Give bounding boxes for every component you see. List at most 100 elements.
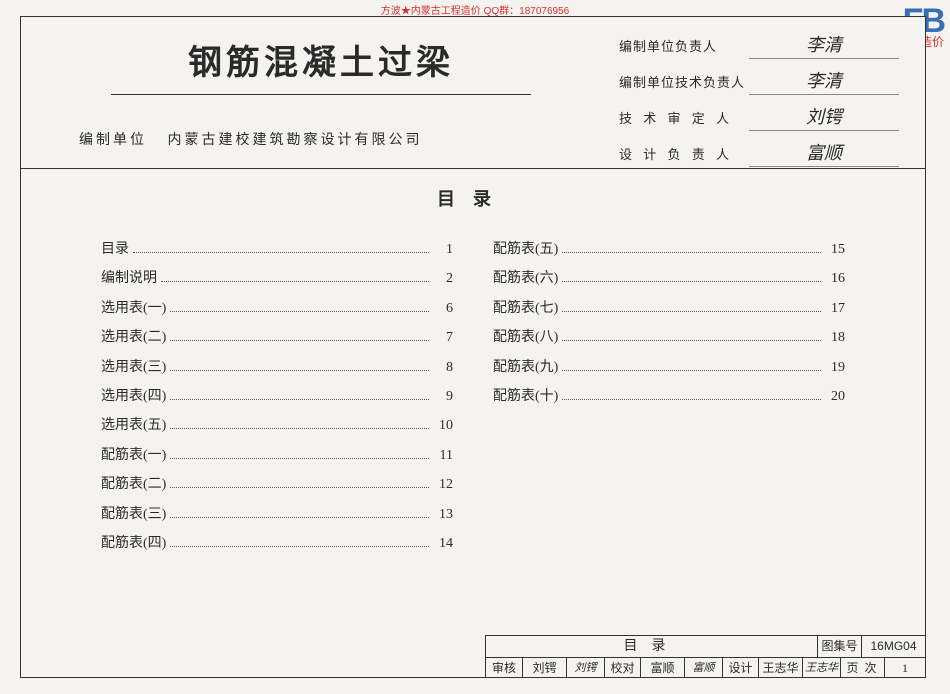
sig-label: 编制单位技术负责人 <box>619 72 749 91</box>
toc-entry-page: 14 <box>433 533 453 555</box>
design-name: 王志华 <box>758 658 802 678</box>
sig-name: 李清 <box>749 67 899 95</box>
toc-row: 配筋表(七)17 <box>493 298 845 320</box>
toc-entry-page: 13 <box>433 504 453 526</box>
design-label: 设计 <box>722 658 758 678</box>
design-sig: 王志华 <box>802 658 840 678</box>
toc-entry-page: 20 <box>825 386 845 408</box>
compile-unit: 编制单位 内蒙古建校建筑勘察设计有限公司 <box>51 129 591 149</box>
toc-title: 目录 <box>61 185 885 211</box>
toc-entry-page: 10 <box>433 415 453 437</box>
toc-row: 配筋表(九)19 <box>493 357 845 379</box>
sig-row: 设 计 负 责 人 富顺 <box>619 139 899 167</box>
toc-entry-page: 6 <box>433 298 453 320</box>
check-name: 富顺 <box>640 658 684 678</box>
toc-entry-name: 选用表(三) <box>101 357 166 379</box>
toc-row: 配筋表(五)15 <box>493 239 845 261</box>
toc-entry-name: 选用表(四) <box>101 386 166 408</box>
toc-dots <box>170 370 429 371</box>
toc-row: 选用表(一) 6 <box>101 298 453 320</box>
check-label: 校对 <box>604 658 640 678</box>
toc-entry-page: 9 <box>433 386 453 408</box>
content-block: 目录 目录 1 编制说明 2 选用表(一) 6 选用表(二) 7 选用表(三) 8 选用表(四) 9 选… <box>21 169 925 635</box>
code-label: 图集号 <box>817 636 861 657</box>
toc-entry-name: 配筋表(六) <box>493 268 558 290</box>
toc-entry-name: 配筋表(二) <box>101 474 166 496</box>
sig-label: 设 计 负 责 人 <box>619 144 749 163</box>
toc-entry-page: 15 <box>825 239 845 261</box>
toc-entry-name: 配筋表(七) <box>493 298 558 320</box>
toc-dots <box>170 546 429 547</box>
footer-block: 目录 图集号 16MG04 审核 刘锷 刘锷 校对 富顺 富顺 设计 王志华 王… <box>485 635 925 677</box>
toc-dots <box>170 487 429 488</box>
toc-dots <box>133 252 429 253</box>
toc-entry-page: 11 <box>433 445 453 467</box>
toc-entry-page: 7 <box>433 327 453 349</box>
toc-dots <box>170 311 429 312</box>
document-frame: 钢筋混凝土过梁 编制单位 内蒙古建校建筑勘察设计有限公司 编制单位负责人 李清 … <box>20 16 926 678</box>
page-value: 1 <box>884 658 925 678</box>
toc-columns: 目录 1 编制说明 2 选用表(一) 6 选用表(二) 7 选用表(三) 8 选用表(四) 9 选用表(… <box>61 239 885 562</box>
toc-dots <box>562 399 821 400</box>
title-area: 钢筋混凝土过梁 编制单位 内蒙古建校建筑勘察设计有限公司 <box>51 35 591 149</box>
toc-entry-name: 配筋表(八) <box>493 327 558 349</box>
main-title: 钢筋混凝土过梁 <box>111 35 531 95</box>
sig-name: 李清 <box>749 31 899 59</box>
signatures-block: 编制单位负责人 李清 编制单位技术负责人 李清 技 术 审 定 人 刘锷 设 计… <box>619 31 899 175</box>
page-label: 页次 <box>840 658 884 678</box>
toc-entry-name: 配筋表(一) <box>101 445 166 467</box>
sig-label: 技 术 审 定 人 <box>619 108 749 127</box>
toc-dots <box>170 458 429 459</box>
toc-entry-page: 18 <box>825 327 845 349</box>
footer-bottom-row: 审核 刘锷 刘锷 校对 富顺 富顺 设计 王志华 王志华 页次 1 <box>486 658 925 678</box>
review-name: 刘锷 <box>522 658 566 678</box>
toc-entry-name: 配筋表(四) <box>101 533 166 555</box>
toc-right-column: 配筋表(五)15 配筋表(六) 16 配筋表(七)17 配筋表(八) 18 配筋表(九)19… <box>493 239 845 562</box>
sig-label: 编制单位负责人 <box>619 36 749 55</box>
toc-entry-page: 8 <box>433 357 453 379</box>
sig-name: 富顺 <box>749 139 899 167</box>
check-sig: 富顺 <box>684 658 722 678</box>
footer-title: 目录 <box>486 636 817 657</box>
toc-entry-page: 2 <box>433 268 453 290</box>
toc-entry-name: 选用表(二) <box>101 327 166 349</box>
toc-left-column: 目录 1 编制说明 2 选用表(一) 6 选用表(二) 7 选用表(三) 8 选用表(四) 9 选用表(… <box>101 239 453 562</box>
toc-entry-page: 12 <box>433 474 453 496</box>
toc-dots <box>562 281 821 282</box>
toc-dots <box>161 281 429 282</box>
toc-row: 选用表(五) 10 <box>101 415 453 437</box>
toc-row: 选用表(三) 8 <box>101 357 453 379</box>
code-value: 16MG04 <box>861 636 925 657</box>
toc-entry-page: 1 <box>433 239 453 261</box>
toc-row: 配筋表(六) 16 <box>493 268 845 290</box>
header-block: 钢筋混凝土过梁 编制单位 内蒙古建校建筑勘察设计有限公司 编制单位负责人 李清 … <box>21 17 925 169</box>
toc-dots <box>170 340 429 341</box>
toc-row: 选用表(二) 7 <box>101 327 453 349</box>
toc-row: 配筋表(十) 20 <box>493 386 845 408</box>
toc-row: 目录 1 <box>101 239 453 261</box>
toc-entry-name: 选用表(一) <box>101 298 166 320</box>
toc-row: 配筋表(三) 13 <box>101 504 453 526</box>
toc-row: 配筋表(一) 11 <box>101 445 453 467</box>
toc-dots <box>562 311 821 312</box>
review-label: 审核 <box>486 658 522 678</box>
toc-row: 编制说明 2 <box>101 268 453 290</box>
sig-row: 编制单位负责人 李清 <box>619 31 899 59</box>
footer-top-row: 目录 图集号 16MG04 <box>486 636 925 658</box>
toc-dots <box>170 428 429 429</box>
toc-entry-name: 选用表(五) <box>101 415 166 437</box>
toc-entry-name: 目录 <box>101 239 129 261</box>
toc-entry-name: 配筋表(十) <box>493 386 558 408</box>
toc-entry-name: 配筋表(三) <box>101 504 166 526</box>
toc-dots <box>170 399 429 400</box>
toc-dots <box>562 252 821 253</box>
sig-row: 编制单位技术负责人 李清 <box>619 67 899 95</box>
review-sig: 刘锷 <box>566 658 604 678</box>
toc-entry-page: 19 <box>825 357 845 379</box>
toc-entry-page: 16 <box>825 268 845 290</box>
toc-dots <box>562 340 821 341</box>
compile-label: 编制单位 <box>79 133 147 148</box>
toc-dots <box>562 370 821 371</box>
toc-row: 配筋表(四) 14 <box>101 533 453 555</box>
toc-entry-name: 编制说明 <box>101 268 157 290</box>
